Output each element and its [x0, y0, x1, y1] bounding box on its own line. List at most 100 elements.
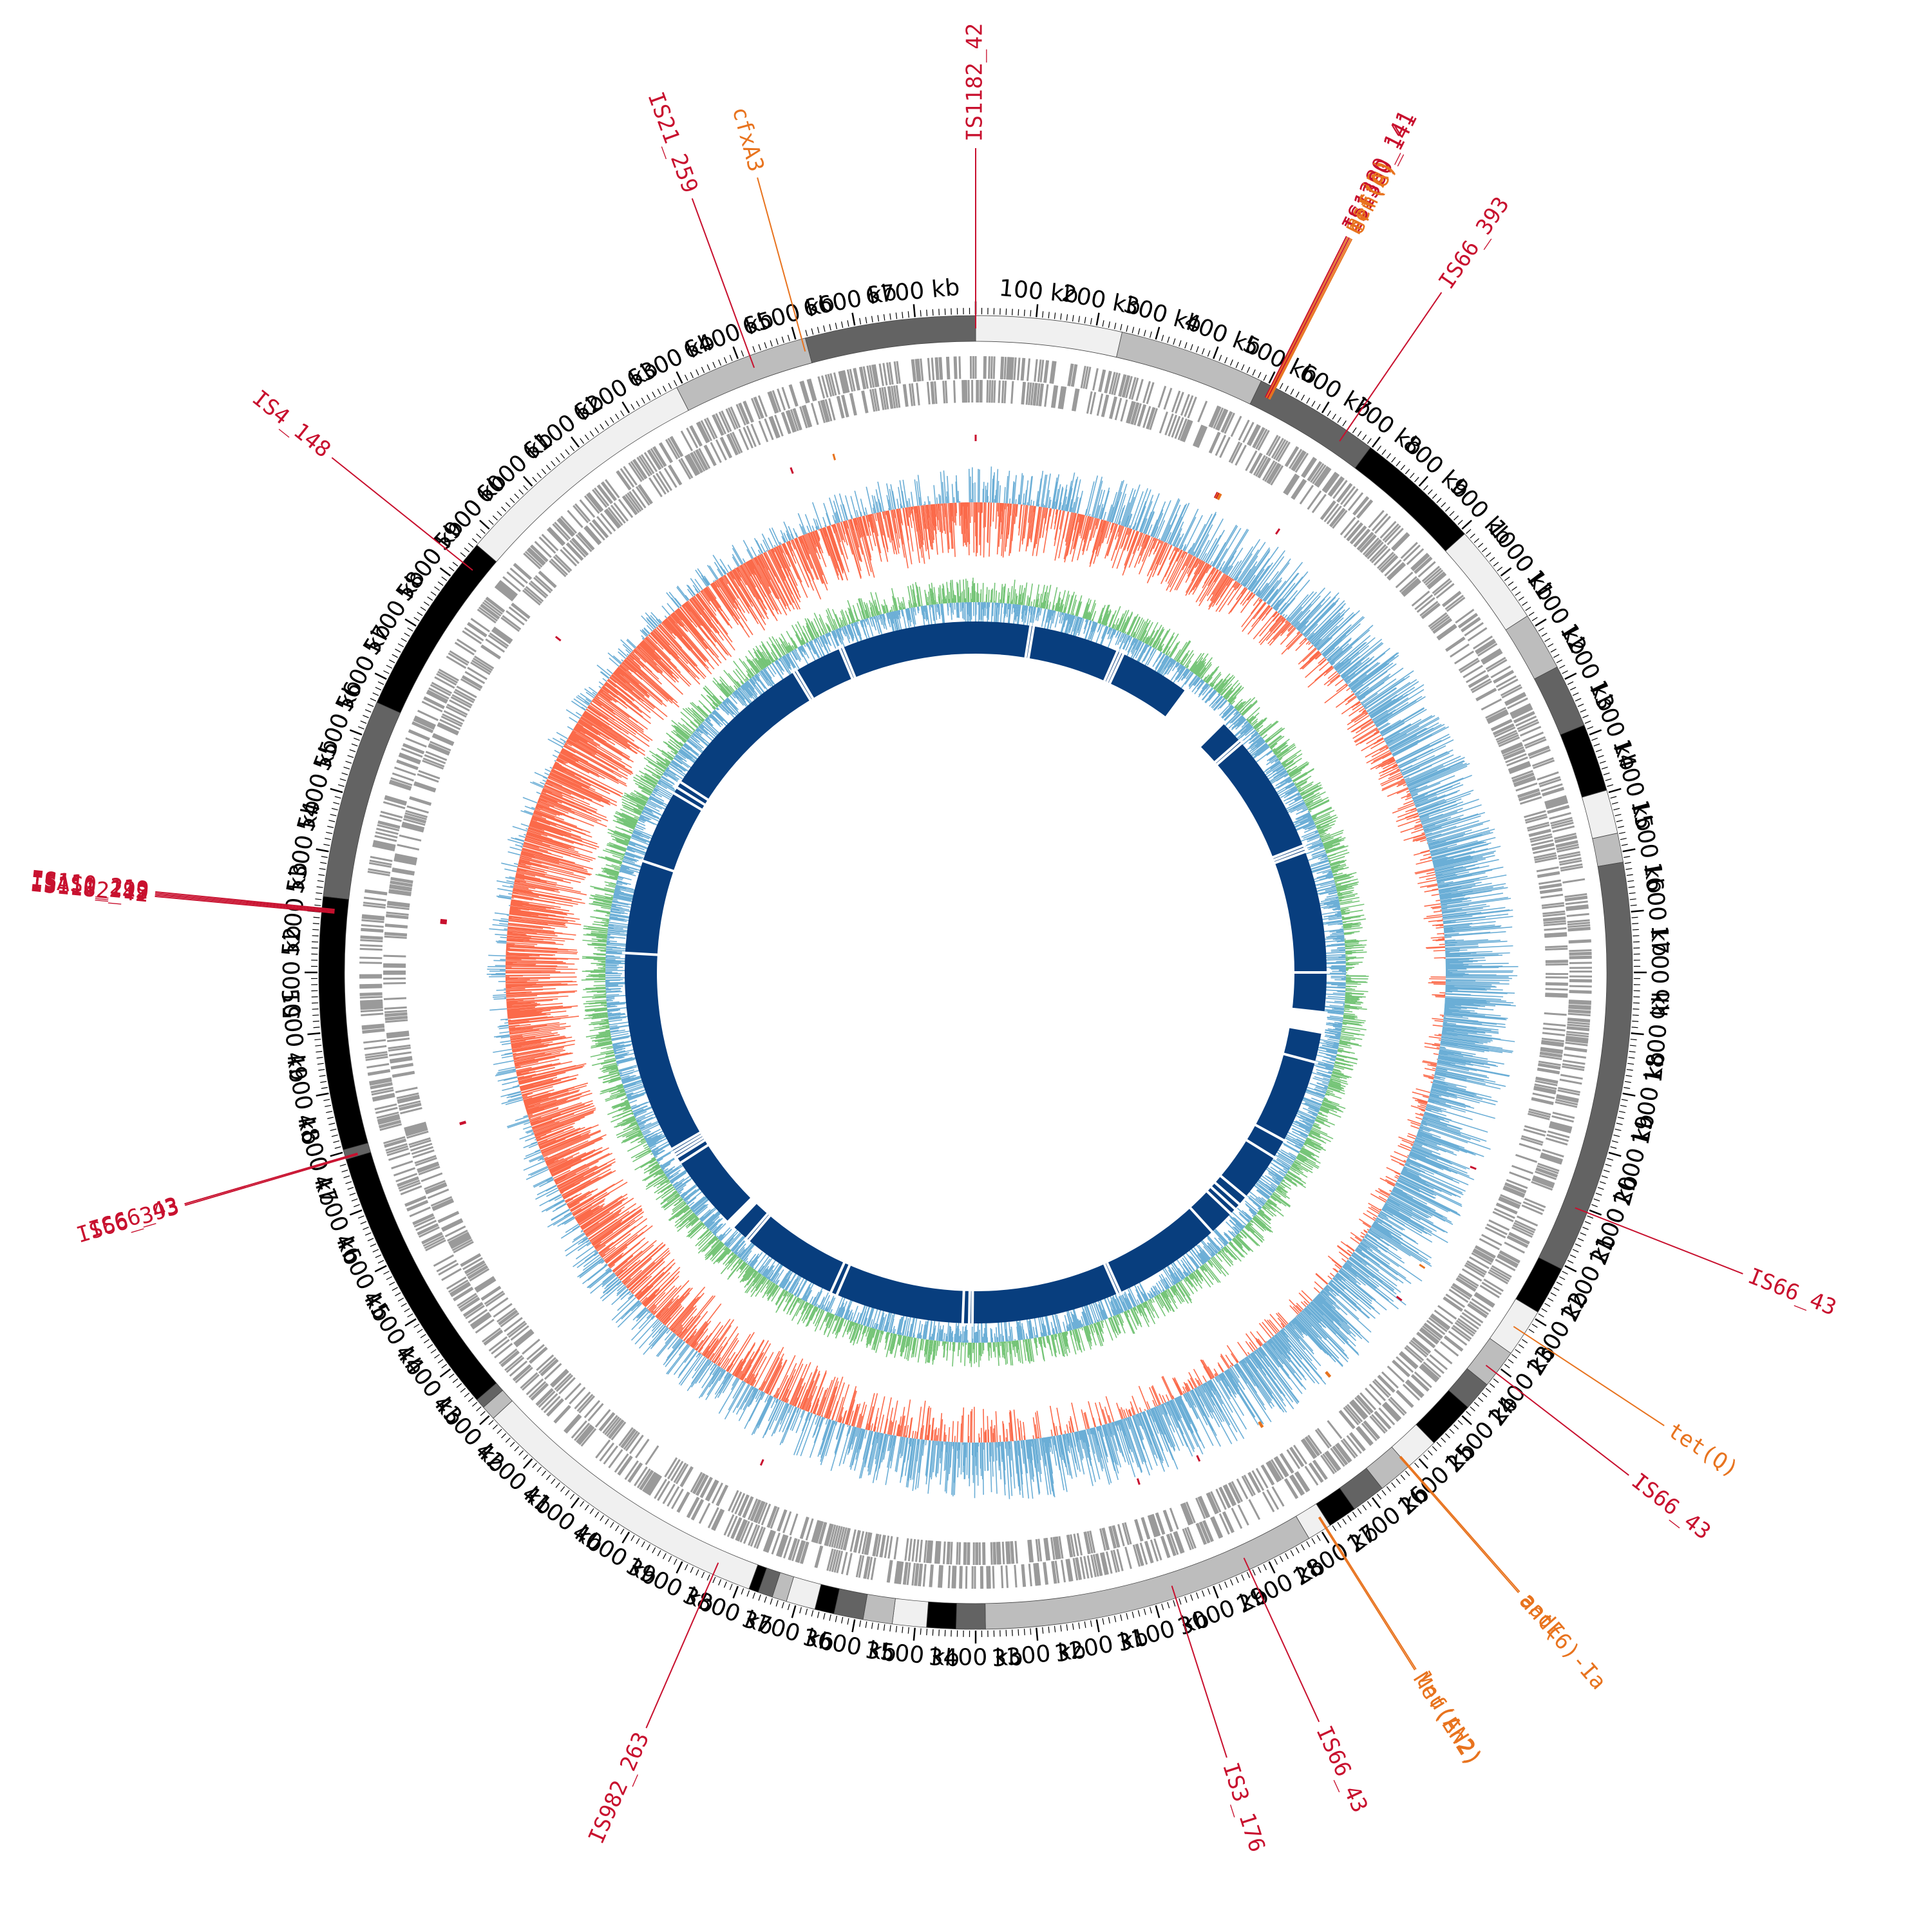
gene-feature [1020, 357, 1025, 381]
tick-mark [333, 802, 340, 805]
tick-mark [1048, 1626, 1050, 1633]
gene-feature [417, 1224, 439, 1236]
gene-feature [1195, 1523, 1206, 1545]
gene-feature [1497, 1253, 1519, 1266]
gene-feature [1052, 385, 1057, 408]
gene-feature [846, 1553, 853, 1576]
gene-feature [470, 618, 490, 632]
tick-mark [441, 576, 448, 582]
gene-feature [526, 1343, 545, 1361]
gc-skew-bar [992, 502, 995, 522]
gene-feature [1255, 428, 1268, 450]
gc-skew-bar [1128, 525, 1131, 529]
gene-feature [462, 1302, 483, 1316]
gc-skew-bar [1182, 1390, 1185, 1394]
gene-feature [1556, 1095, 1579, 1102]
tick-mark [555, 1482, 560, 1488]
gene-feature [771, 1532, 781, 1555]
gene-feature [1531, 839, 1554, 846]
gene-feature [1090, 1555, 1097, 1577]
gene-feature [1444, 636, 1465, 651]
gene-feature [389, 1056, 412, 1061]
gc-skew-bar [1327, 1255, 1343, 1268]
gene-feature [1184, 1528, 1195, 1549]
gene-feature [825, 1523, 833, 1546]
gc-skew-bar [1233, 579, 1235, 582]
gene-feature [1237, 1504, 1249, 1526]
gene-feature [1336, 1443, 1352, 1462]
tick-mark [341, 1170, 348, 1173]
gene-feature [1192, 424, 1204, 446]
gene-feature [1392, 1360, 1410, 1378]
gene-feature [1509, 764, 1531, 774]
gc-skew-bar [1314, 1281, 1323, 1290]
gene-feature [1325, 473, 1340, 493]
gene-feature [1141, 1517, 1150, 1540]
tick-mark [1461, 520, 1472, 530]
tick-mark [316, 1092, 329, 1097]
gene-feature [359, 986, 383, 989]
gene-feature [1468, 674, 1489, 688]
gene-feature [1540, 1152, 1563, 1161]
gene-feature [387, 900, 410, 905]
tick-mark [1012, 308, 1013, 316]
gc-skew-bar [1327, 1275, 1332, 1280]
gene-feature [858, 1531, 865, 1554]
tick-mark [696, 369, 699, 376]
gene-feature [1070, 364, 1077, 387]
gene-feature [1533, 1086, 1557, 1094]
gene-feature [1008, 357, 1012, 380]
gene-feature [1332, 1445, 1349, 1465]
gene-feature [450, 1282, 471, 1296]
gene-feature [530, 1383, 548, 1400]
gene-feature [1137, 404, 1146, 427]
gene-feature [1030, 383, 1035, 406]
gene-feature [628, 462, 643, 482]
gc-skew-bar [1139, 1407, 1142, 1413]
gene-feature [1545, 799, 1568, 808]
gc-skew-bar [1165, 1394, 1170, 1401]
tick-mark [1454, 1424, 1459, 1430]
gene-feature [818, 1522, 826, 1544]
tick-mark [605, 1519, 609, 1525]
tick-label: 1700 kb [1646, 925, 1672, 1020]
gene-feature [418, 770, 440, 780]
gene-feature [1164, 413, 1174, 436]
tick-mark [1631, 1032, 1644, 1036]
gene-feature [1423, 1323, 1443, 1340]
gene-feature [1567, 1010, 1591, 1014]
tick-mark [1580, 709, 1587, 713]
tick-mark [770, 1598, 773, 1605]
gene-feature [1433, 580, 1452, 596]
gene-feature [1236, 1478, 1249, 1500]
gene-feature [1376, 551, 1394, 569]
tick-mark [1268, 1561, 1276, 1574]
gene-feature [1503, 748, 1525, 759]
gene-feature [1246, 424, 1259, 446]
tick-mark [1577, 1238, 1584, 1242]
gene-feature [1535, 1077, 1558, 1084]
gene-feature [494, 1343, 513, 1359]
tick-mark [615, 413, 620, 420]
gene-feature [950, 1542, 953, 1565]
gene-feature [569, 1387, 586, 1405]
gene-feature [388, 891, 412, 896]
gene-feature [417, 1223, 439, 1235]
gene-feature [617, 1455, 632, 1475]
gene-feature [1203, 1520, 1214, 1542]
gc-skew-bar [1434, 1034, 1442, 1037]
tick-mark [345, 761, 352, 764]
gene-feature [404, 1124, 428, 1133]
gene-feature [475, 1318, 495, 1334]
gene-feature [414, 1155, 437, 1164]
tick-mark [1102, 1618, 1104, 1625]
tick-mark [320, 862, 327, 864]
tick-mark [1497, 567, 1503, 572]
gene-feature [1195, 425, 1206, 448]
gene-feature [1419, 1328, 1439, 1344]
gene-feature [1567, 927, 1591, 931]
gene-feature [1374, 515, 1391, 534]
gene-feature [1468, 675, 1490, 688]
tick-mark [1589, 1209, 1602, 1216]
gene-feature [1475, 639, 1496, 654]
